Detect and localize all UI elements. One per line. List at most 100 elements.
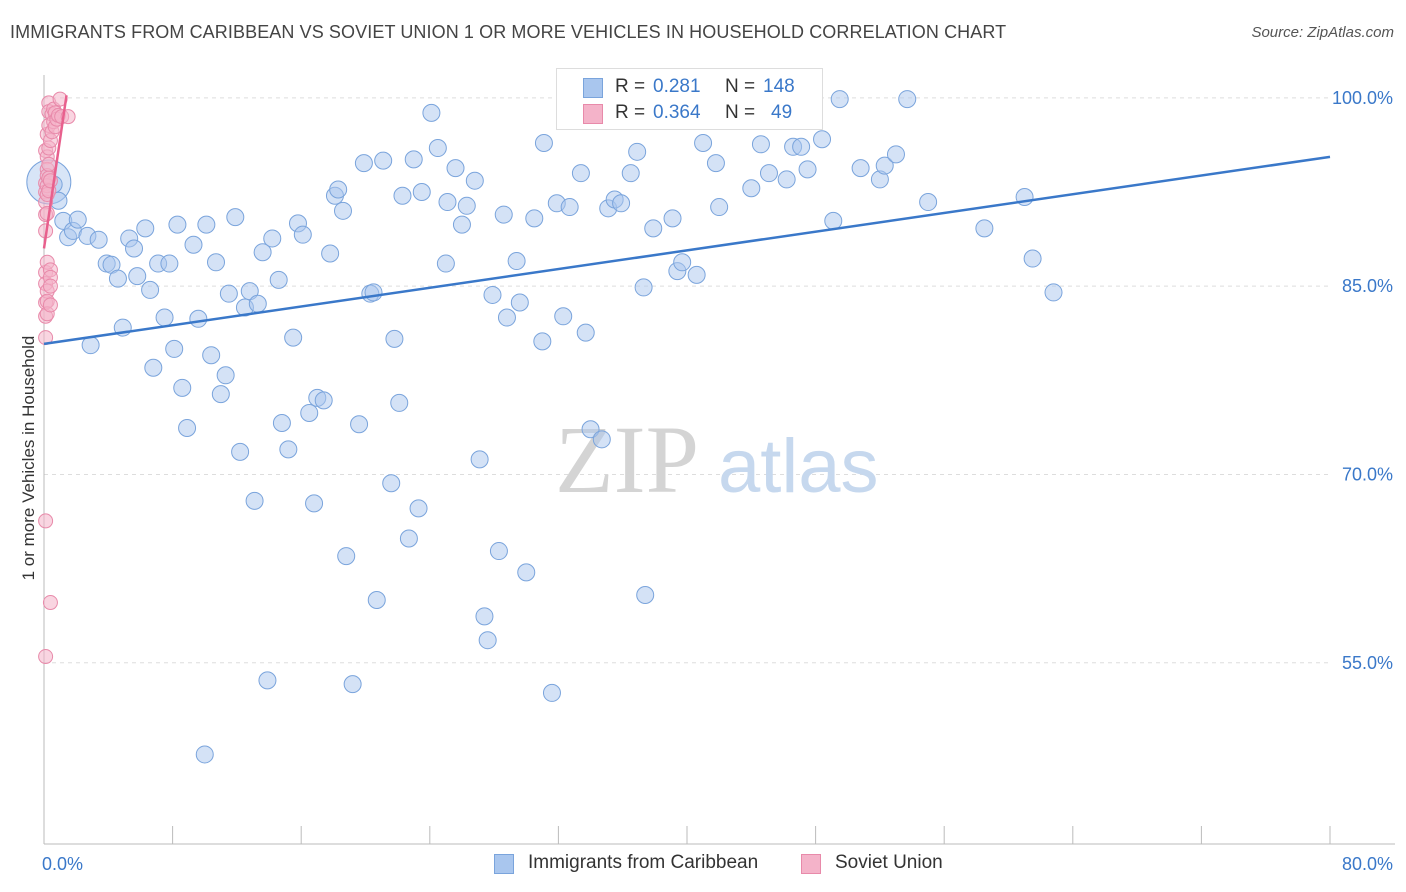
data-point-caribbean — [219, 284, 238, 303]
data-point-caribbean — [173, 378, 192, 397]
data-point-caribbean — [706, 154, 725, 173]
data-point-caribbean — [576, 323, 595, 342]
data-point-caribbean — [975, 219, 994, 238]
data-point-caribbean — [354, 154, 373, 173]
r-label: R = — [615, 76, 646, 97]
data-point-caribbean — [178, 419, 197, 438]
data-point-soviet — [42, 297, 58, 313]
data-point-caribbean — [542, 683, 561, 702]
data-point-caribbean — [350, 415, 369, 434]
data-point-caribbean — [475, 607, 494, 626]
data-point-caribbean — [168, 215, 187, 234]
data-point-caribbean — [830, 90, 849, 109]
data-point-caribbean — [202, 346, 221, 365]
data-point-caribbean — [245, 491, 264, 510]
y-tick-label: 55.0% — [1342, 653, 1393, 673]
data-point-caribbean — [634, 278, 653, 297]
data-point-caribbean — [412, 182, 431, 201]
data-point-caribbean — [875, 156, 894, 175]
data-point-caribbean — [483, 285, 502, 304]
r-value: 0.364 — [653, 102, 701, 123]
data-point-caribbean — [534, 134, 553, 153]
data-point-caribbean — [160, 254, 179, 273]
data-point-caribbean — [141, 280, 160, 299]
data-point-soviet — [41, 156, 57, 172]
trend-lines — [42, 95, 1331, 346]
data-point-soviet — [38, 513, 54, 529]
data-point-caribbean — [798, 160, 817, 179]
data-point-caribbean — [272, 413, 291, 432]
data-point-caribbean — [128, 267, 147, 286]
data-point-caribbean — [390, 393, 409, 412]
trend-line-caribbean — [43, 155, 1331, 346]
data-point-caribbean — [851, 159, 870, 178]
gridlines — [44, 97, 1330, 664]
data-point-caribbean — [592, 430, 611, 449]
data-point-caribbean — [197, 215, 216, 234]
data-point-caribbean — [497, 308, 516, 327]
data-point-caribbean — [571, 164, 590, 183]
r-value: 0.281 — [653, 76, 701, 97]
data-point-caribbean — [314, 391, 333, 410]
data-point-caribbean — [367, 591, 386, 610]
data-point-caribbean — [621, 164, 640, 183]
data-point-caribbean — [125, 239, 144, 258]
data-point-caribbean — [792, 137, 811, 156]
data-point-caribbean — [886, 145, 905, 164]
data-point-caribbean — [636, 585, 655, 604]
data-point-caribbean — [385, 329, 404, 348]
data-point-caribbean — [581, 420, 600, 439]
data-point-caribbean — [248, 294, 267, 313]
data-point-caribbean — [364, 283, 383, 302]
data-point-caribbean — [452, 215, 471, 234]
data-point-caribbean — [321, 244, 340, 263]
data-point-caribbean — [300, 403, 319, 422]
chart-title: IMMIGRANTS FROM CARIBBEAN VS SOVIET UNIO… — [10, 22, 1007, 42]
r-label: R = — [615, 102, 646, 123]
data-point-caribbean — [216, 366, 235, 385]
data-point-caribbean — [189, 309, 208, 328]
data-point-caribbean — [108, 269, 127, 288]
y-tick-label: 100.0% — [1332, 88, 1393, 108]
data-point-caribbean — [470, 450, 489, 469]
trend-line-soviet — [42, 95, 68, 249]
data-point-caribbean — [517, 563, 536, 582]
data-point-caribbean — [507, 252, 526, 271]
data-point-caribbean — [478, 631, 497, 650]
data-point-caribbean — [813, 130, 832, 149]
data-point-caribbean — [337, 547, 356, 566]
data-point-caribbean — [628, 142, 647, 161]
data-point-caribbean — [560, 198, 579, 217]
data-point-caribbean — [436, 254, 455, 273]
data-point-caribbean — [293, 225, 312, 244]
data-point-caribbean — [305, 494, 324, 513]
data-point-caribbean — [489, 542, 508, 561]
data-point-caribbean — [710, 198, 729, 217]
data-point-caribbean — [184, 235, 203, 254]
data-point-caribbean — [554, 307, 573, 326]
data-point-soviet — [38, 649, 54, 665]
data-point-caribbean — [919, 193, 938, 212]
data-point-caribbean — [226, 208, 245, 227]
data-point-caribbean — [207, 253, 226, 272]
data-point-soviet — [42, 595, 58, 611]
data-point-caribbean — [399, 529, 418, 548]
data-point-caribbean — [263, 229, 282, 248]
tick-labels: 55.0% 70.0% 85.0% 100.0% 0.0% 80.0% — [42, 88, 1393, 874]
data-point-caribbean — [446, 159, 465, 178]
data-point-caribbean — [525, 209, 544, 228]
stats-row-caribbean: R = 0.281 N = 148 — [557, 75, 822, 103]
n-value: 148 — [763, 76, 795, 97]
legend-label-soviet: Soviet Union — [835, 852, 943, 873]
data-point-caribbean — [89, 230, 108, 249]
n-label: N = — [725, 102, 756, 123]
data-point-caribbean — [751, 135, 770, 154]
data-point-caribbean — [144, 358, 163, 377]
watermark-zip: ZIP — [555, 406, 699, 513]
data-point-caribbean — [253, 243, 272, 262]
data-point-caribbean — [687, 265, 706, 284]
data-point-caribbean — [1044, 283, 1063, 302]
chart-source: Source: ZipAtlas.com — [1251, 24, 1394, 41]
data-point-caribbean — [422, 103, 441, 122]
y-tick-label: 70.0% — [1342, 464, 1393, 484]
